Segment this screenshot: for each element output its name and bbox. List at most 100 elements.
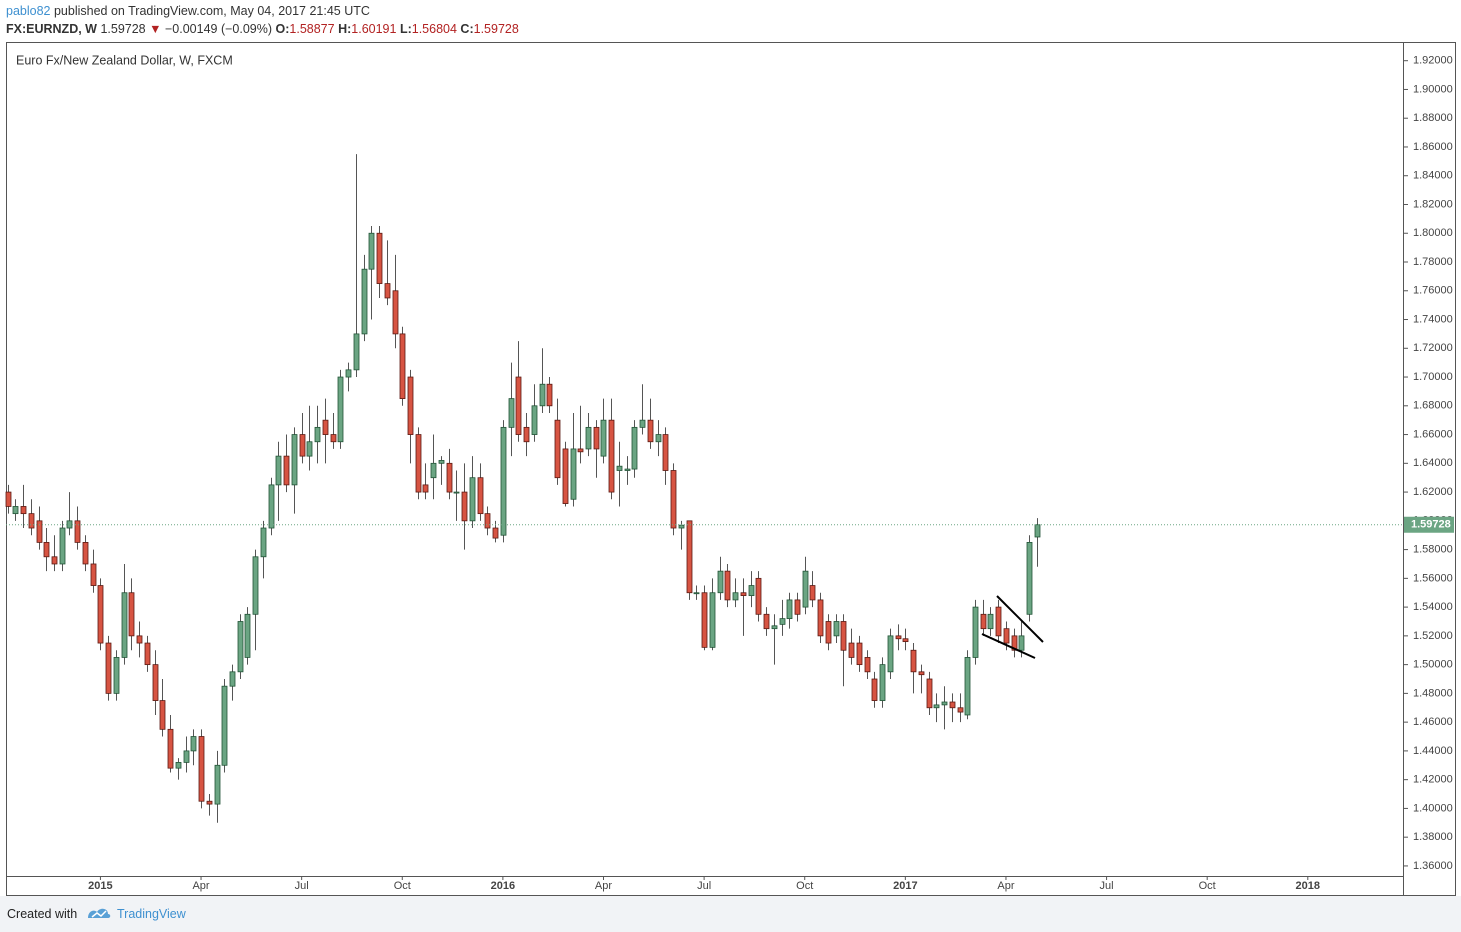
candle-body — [809, 585, 816, 601]
candle-body — [616, 465, 623, 471]
candle-body — [864, 657, 871, 673]
candle-body — [539, 383, 546, 407]
o-label: O: — [275, 22, 290, 36]
candle-body — [647, 419, 654, 443]
candle-body — [949, 701, 956, 709]
candle-body — [74, 520, 81, 543]
published: published on TradingView.com, May 04, 20… — [53, 4, 370, 18]
l: 1.56804 — [411, 22, 457, 36]
arrow: ▼ — [149, 22, 162, 36]
candle-body — [1011, 635, 1018, 651]
candle-body — [701, 592, 708, 648]
candle-body — [531, 405, 538, 435]
candle-body — [345, 369, 352, 378]
candles — [5, 154, 1041, 823]
candle-body — [740, 592, 747, 597]
candle-body — [268, 484, 275, 529]
candle-body — [918, 671, 925, 676]
y-tick-label: 1.58000 — [1413, 543, 1453, 555]
y-tick-label: 1.92000 — [1413, 55, 1453, 67]
candle-body — [5, 491, 12, 507]
candle-body — [570, 448, 577, 500]
candle-body — [59, 527, 66, 565]
y-tick-label: 1.42000 — [1413, 774, 1453, 786]
candle-body — [469, 477, 476, 522]
candle-body — [306, 441, 313, 457]
candle-body — [926, 678, 933, 709]
candle-body — [90, 563, 97, 586]
candle-body — [260, 527, 267, 558]
candle-body — [717, 570, 724, 594]
publish-line: pablo82 published on TradingView.com, Ma… — [6, 2, 519, 20]
y-tick-label: 1.50000 — [1413, 659, 1453, 671]
chart-title: Euro Fx/New Zealand Dollar, W, FXCM — [16, 53, 233, 67]
header: pablo82 published on TradingView.com, Ma… — [6, 2, 519, 38]
x-tick-label: Oct — [394, 880, 411, 892]
candle-body — [546, 383, 553, 407]
x-tick-label: Jul — [697, 880, 711, 892]
x-tick-label: Apr — [192, 880, 209, 892]
candle-body — [237, 621, 244, 673]
y-tick-label: 1.88000 — [1413, 112, 1453, 124]
candle-body — [670, 470, 677, 529]
candle-body — [786, 599, 793, 620]
candle-body — [662, 434, 669, 471]
last-price-box — [1404, 516, 1454, 533]
x-tick-label: Oct — [796, 880, 813, 892]
candle-body — [407, 376, 414, 435]
trend-line — [981, 633, 1036, 659]
candle-body — [895, 635, 902, 640]
candle-body — [244, 613, 251, 658]
candle-body — [848, 642, 855, 658]
y-tick-label: 1.90000 — [1413, 83, 1453, 95]
candle-body — [330, 434, 337, 443]
candle-body — [198, 736, 205, 802]
chart-frame — [6, 42, 1456, 896]
candle-body — [817, 599, 824, 637]
candle-body — [121, 592, 128, 658]
y-tick-label: 1.78000 — [1413, 256, 1453, 268]
candle-body — [438, 460, 445, 464]
author[interactable]: pablo82 — [6, 4, 51, 18]
c-label: C: — [460, 22, 474, 36]
candle-body — [887, 635, 894, 673]
y-tick-label: 1.80000 — [1413, 227, 1453, 239]
candle-body — [299, 434, 306, 457]
candle-body — [1026, 542, 1033, 615]
candle-body — [624, 468, 631, 471]
candle-body — [508, 398, 515, 428]
candle-body — [562, 448, 569, 504]
candle-body — [152, 664, 159, 701]
candle-body — [392, 290, 399, 335]
candle-body — [484, 513, 491, 529]
candle-body — [608, 419, 615, 493]
y-tick-label: 1.54000 — [1413, 601, 1453, 613]
candle-body — [51, 556, 58, 565]
candle-body — [337, 376, 344, 443]
y-tick-label: 1.86000 — [1413, 141, 1453, 153]
candle-body — [36, 520, 43, 543]
candle-body — [97, 585, 104, 644]
candle-body — [902, 638, 909, 643]
x-tick-label: Oct — [1199, 880, 1216, 892]
candle-body — [600, 419, 607, 457]
candle-body — [384, 283, 391, 299]
candle-body — [840, 621, 847, 651]
y-tick-label: 1.72000 — [1413, 342, 1453, 354]
candle-body — [159, 700, 166, 730]
y-tick-label: 1.64000 — [1413, 457, 1453, 469]
candle-body — [693, 592, 700, 595]
candle-body — [422, 484, 429, 493]
candle-body — [214, 764, 221, 805]
y-tick-label: 1.52000 — [1413, 630, 1453, 642]
chart: Euro Fx/New Zealand Dollar, W, FXCM 1.36… — [5, 42, 1456, 896]
candle-body — [794, 599, 801, 615]
candle-body — [871, 678, 878, 701]
candle-body — [453, 491, 460, 494]
candle-body — [995, 606, 1002, 637]
candle-body — [291, 434, 298, 486]
brand[interactable]: TradingView — [117, 907, 186, 921]
x-tick-label: Apr — [997, 880, 1014, 892]
x-tick-label: 2016 — [491, 880, 515, 892]
